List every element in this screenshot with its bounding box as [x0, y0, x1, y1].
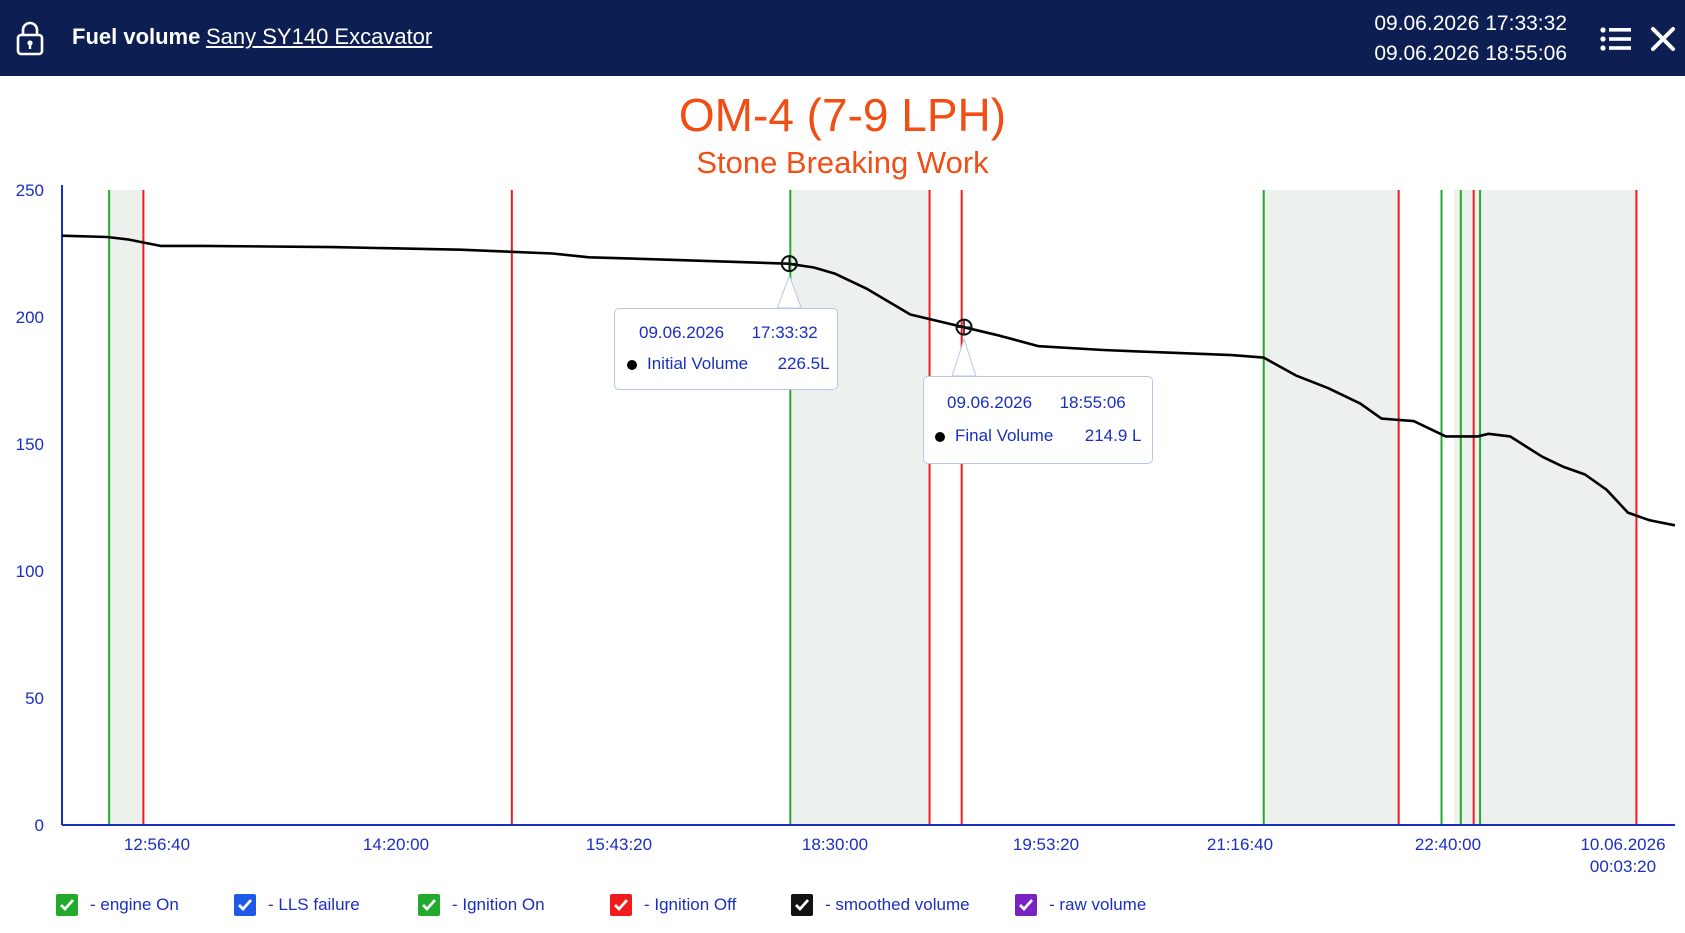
tooltip-time: 17:33:32	[751, 323, 818, 342]
y-tick-label: 50	[25, 689, 44, 708]
checkbox-ignition-on[interactable]	[418, 894, 440, 916]
tooltip-time: 18:55:06	[1059, 393, 1126, 412]
legend-smoothed-volume[interactable]: - smoothed volume	[791, 892, 970, 918]
tooltip-date: 09.06.2026	[639, 323, 725, 342]
engine-on-period	[1263, 190, 1399, 825]
x-tick-label: 21:16:40	[1207, 835, 1273, 854]
tooltip-label: Final Volume	[955, 426, 1054, 445]
y-tick-label: 0	[35, 816, 44, 835]
tooltip-final-volume: 09.06.2026 18:55:06 Final Volume 214.9 L	[923, 376, 1153, 464]
x-tick-label: 14:20:00	[363, 835, 429, 854]
lock-icon[interactable]	[16, 20, 44, 56]
checkbox-engine-on[interactable]	[56, 894, 78, 916]
tooltip-pointer	[951, 337, 977, 377]
legend-raw-volume[interactable]: - raw volume	[1015, 892, 1146, 918]
legend-label: - smoothed volume	[825, 895, 970, 914]
series-dot-icon	[935, 431, 945, 442]
legend-label: - raw volume	[1049, 895, 1147, 914]
tooltip-value: 226.5L	[777, 354, 830, 373]
datetime-start: 09.06.2026 17:33:32	[1374, 12, 1567, 35]
x-tick-label: 19:53:20	[1013, 835, 1079, 854]
y-tick-label: 250	[16, 181, 44, 200]
engine-on-period	[109, 190, 144, 825]
x-tick-label: 18:30:00	[802, 835, 868, 854]
smoothed-volume-line	[61, 234, 1676, 527]
legend-label: - engine On	[90, 895, 179, 914]
checkmark-icon	[1019, 899, 1034, 912]
checkmark-icon	[795, 899, 810, 912]
vehicle-link[interactable]: Sany SY140 Excavator	[206, 24, 433, 49]
x-tick-label: 00:03:20	[1590, 857, 1656, 876]
legend-engine-on[interactable]: - engine On	[56, 892, 179, 918]
checkmark-icon	[238, 899, 253, 912]
checkbox-smoothed-volume[interactable]	[791, 894, 813, 916]
y-tick-label: 200	[16, 308, 44, 327]
x-tick-label: 22:40:00	[1415, 835, 1481, 854]
menu-list-icon[interactable]	[1600, 26, 1632, 52]
checkbox-raw-volume[interactable]	[1015, 894, 1037, 916]
legend-ignition-off[interactable]: - Ignition Off	[610, 892, 736, 918]
fuel-volume-chart[interactable]: 0 50 100 150 200 250 12:56:40 14:20:00 15:43:20 1…	[0, 0, 1685, 892]
x-tick-label: 15:43:20	[586, 835, 652, 854]
chart-subtitle: Stone Breaking Work	[696, 145, 989, 180]
page-title: Fuel volume	[72, 24, 201, 49]
tooltip-value: 214.9 L	[1084, 426, 1142, 445]
chart-title: OM-4 (7-9 LPH)	[678, 89, 1007, 141]
engine-on-period	[1454, 190, 1637, 825]
top-bar: Fuel volume Sany SY140 Excavator 09.06.2…	[0, 0, 1685, 76]
y-tick-label: 100	[16, 562, 44, 581]
checkbox-ignition-off[interactable]	[610, 894, 632, 916]
close-icon[interactable]	[1650, 26, 1676, 52]
x-tick-label: 12:56:40	[124, 835, 190, 854]
chart-legend: - engine On - LLS failure - Ignition On …	[0, 892, 1685, 922]
checkbox-lls-failure[interactable]	[234, 894, 256, 916]
legend-label: - Ignition On	[452, 895, 545, 914]
checkmark-icon	[422, 899, 437, 912]
engine-on-period	[790, 190, 930, 825]
legend-ignition-on[interactable]: - Ignition On	[418, 892, 545, 918]
x-tick-label: 10.06.2026	[1580, 835, 1665, 854]
checkmark-icon	[614, 899, 629, 912]
tooltip-initial-volume: 09.06.2026 17:33:32 Initial Volume 226.5…	[614, 308, 838, 390]
tooltip-date: 09.06.2026	[947, 393, 1033, 412]
tooltip-label: Initial Volume	[647, 354, 749, 373]
series-dot-icon	[627, 359, 637, 370]
legend-label: - Ignition Off	[644, 895, 737, 914]
y-tick-label: 150	[16, 435, 44, 454]
datetime-end: 09.06.2026 18:55:06	[1374, 42, 1567, 65]
legend-lls-failure[interactable]: - LLS failure	[234, 892, 360, 918]
checkmark-icon	[60, 899, 75, 912]
legend-label: - LLS failure	[268, 895, 360, 914]
